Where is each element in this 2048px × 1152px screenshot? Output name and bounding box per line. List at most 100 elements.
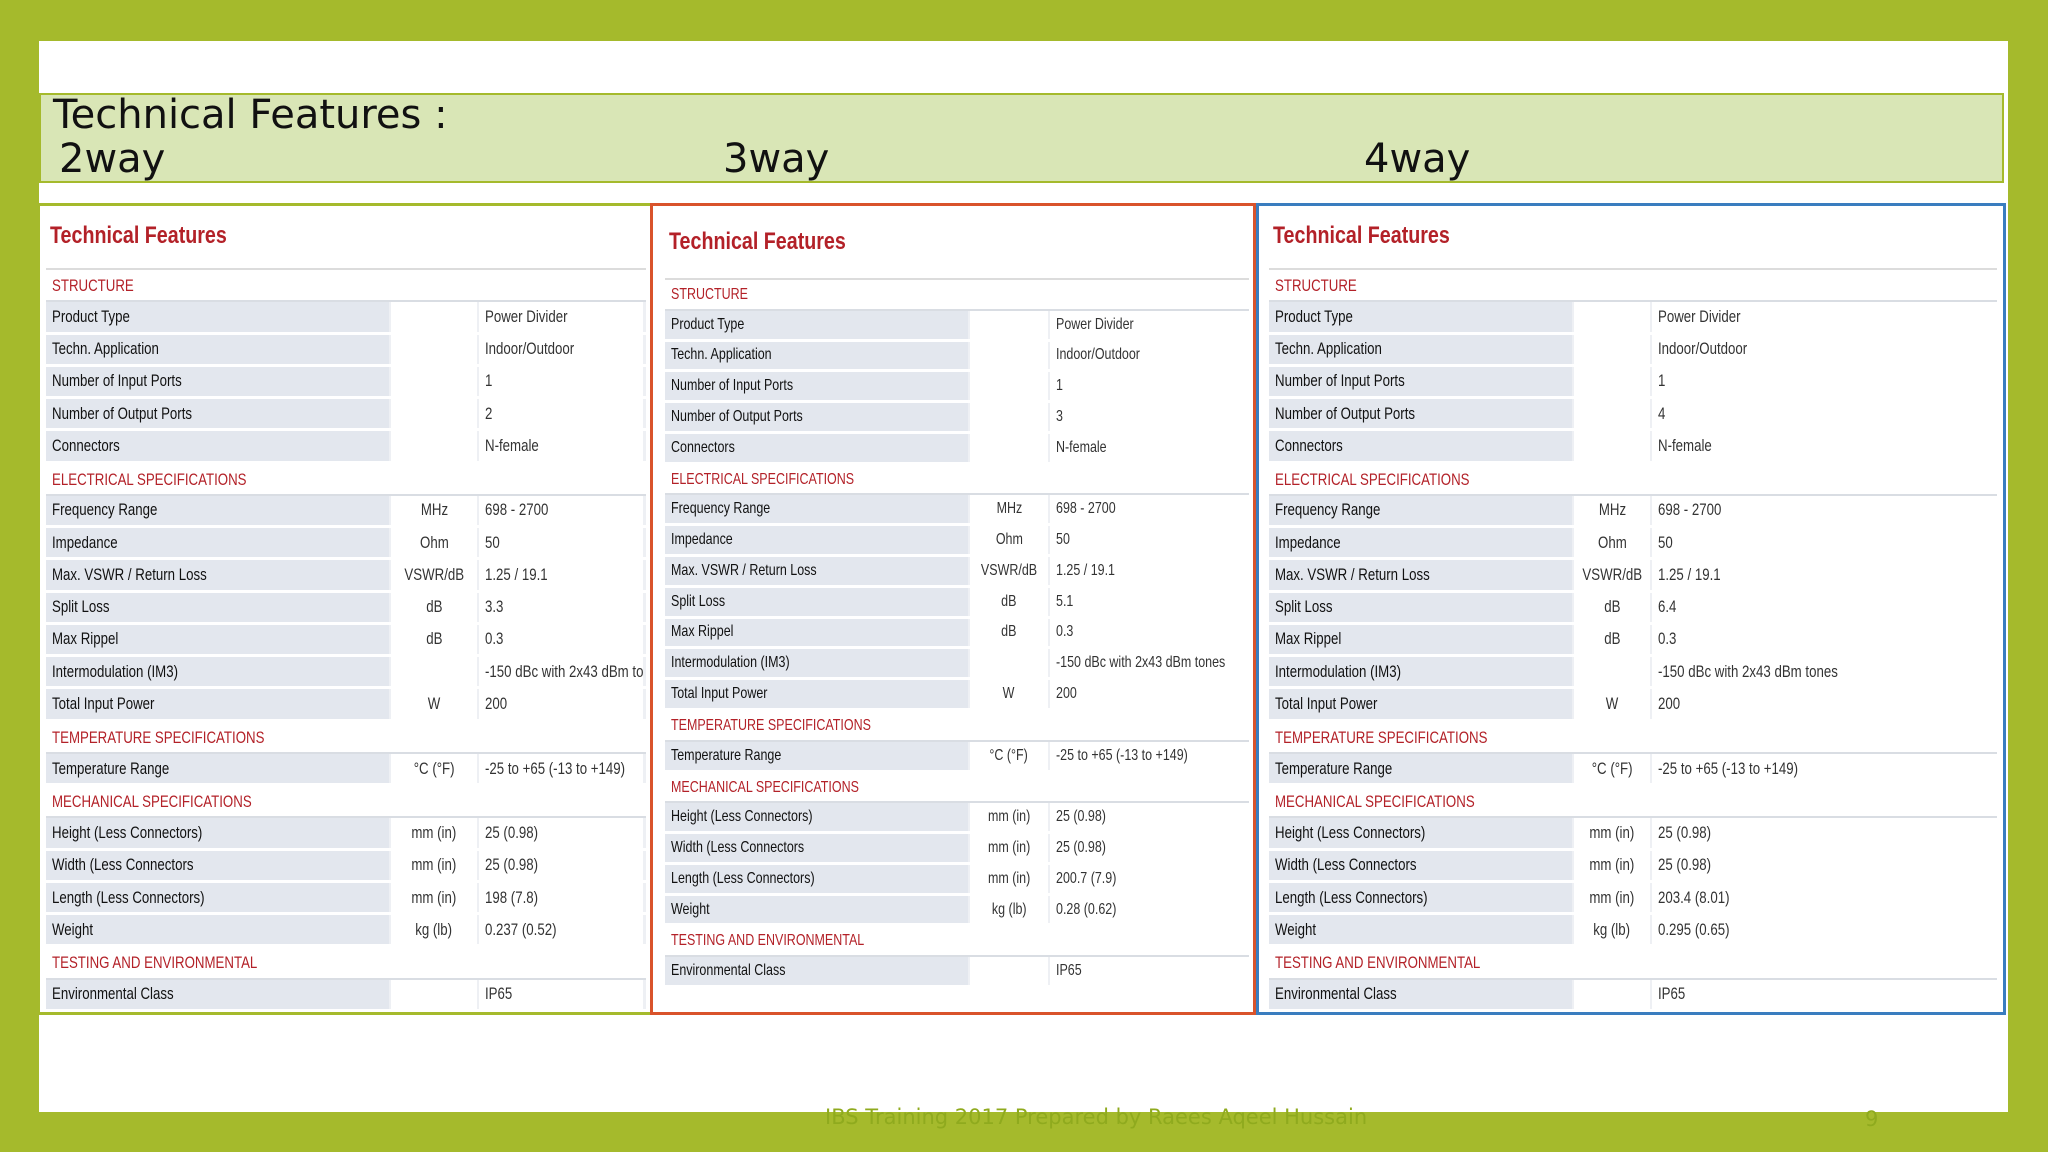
spec-unit: W	[391, 689, 477, 719]
spec-name: Frequency Range	[46, 495, 389, 526]
spec-unit: Ohm	[391, 528, 477, 558]
spec-name: Height (Less Connectors)	[665, 803, 968, 832]
spec-value: N-female	[1652, 431, 1997, 461]
spec-name: Weight	[46, 915, 389, 945]
spec-name: Split Loss	[1269, 592, 1572, 622]
spec-table: Technical Features STRUCTURE Product Type P…	[665, 206, 1249, 1012]
spec-name-text: Max Rippel	[52, 629, 119, 649]
section-header-temperature-specifications: TEMPERATURE SPECIFICATIONS	[46, 721, 646, 754]
spec-name: Connectors	[1269, 431, 1572, 461]
spec-value: 203.4 (8.01)	[1652, 882, 1997, 913]
spec-unit	[391, 334, 477, 364]
spec-value-text: 1.25 / 19.1	[1056, 561, 1115, 579]
spec-unit	[391, 657, 477, 687]
spec-value-text: Power Divider	[1056, 315, 1134, 333]
section-label: STRUCTURE	[671, 286, 748, 303]
spec-name: Frequency Range	[665, 495, 968, 524]
spec-name-text: Product Type	[1275, 306, 1353, 326]
spec-value: 0.3	[1652, 624, 1997, 655]
spec-unit	[1574, 302, 1650, 332]
spec-value-text: 0.295 (0.65)	[1658, 919, 1730, 939]
spec-value-text: 3.3	[485, 597, 504, 617]
spec-unit	[1574, 657, 1650, 687]
spec-row-max-rippel: Max Rippel dB 0.3	[46, 624, 646, 658]
spec-row-number-of-output-ports: Number of Output Ports 3	[665, 403, 1249, 434]
spec-value-text: N-female	[1056, 438, 1107, 456]
spec-name-text: Product Type	[52, 306, 130, 326]
spec-row-max-vswr-return-loss: Max. VSWR / Return Loss VSWR/dB 1.25 / 19.…	[46, 560, 646, 593]
spec-name: Number of Output Ports	[665, 403, 968, 431]
spec-value: 1.25 / 19.1	[479, 560, 643, 590]
footer-text: IBS Training 2017 Prepared by Raees Aqee…	[825, 1105, 1368, 1129]
spec-row-temperature-range: Temperature Range °C (°F) -25 to +65 (-13 …	[46, 753, 646, 787]
spec-name: Max Rippel	[665, 618, 968, 647]
spec-name-text: Frequency Range	[52, 500, 158, 520]
spec-name-text: Techn. Application	[1275, 339, 1382, 359]
spec-value: 3.3	[479, 592, 643, 622]
section-header-structure: STRUCTURE	[46, 270, 646, 303]
section-label: TEMPERATURE SPECIFICATIONS	[671, 716, 871, 734]
spec-name-text: Temperature Range	[52, 758, 170, 778]
spec-name-text: Techn. Application	[52, 339, 159, 359]
spec-row-max-rippel: Max Rippel dB 0.3	[1269, 624, 1997, 658]
spec-name-text: Number of Input Ports	[52, 371, 182, 391]
spec-unit: mm (in)	[391, 818, 477, 848]
spec-unit-text: W	[1605, 694, 1619, 714]
spec-value: 698 - 2700	[1652, 495, 1997, 526]
spec-name: Length (Less Connectors)	[1269, 882, 1572, 913]
spec-unit-text: Ohm	[1597, 532, 1627, 552]
spec-name: Impedance	[665, 526, 968, 555]
spec-unit-text: °C (°F)	[413, 758, 455, 778]
spec-unit-text: Ohm	[419, 532, 449, 552]
spec-value: 698 - 2700	[1050, 495, 1249, 524]
spec-name-text: Total Input Power	[671, 685, 768, 703]
spec-unit-text: MHz	[420, 500, 448, 520]
spec-name-text: Height (Less Connectors)	[52, 823, 203, 843]
spec-value: 50	[1652, 528, 1997, 558]
spec-unit: mm (in)	[1574, 818, 1650, 848]
heading-divider	[665, 278, 1249, 280]
section-label: TEMPERATURE SPECIFICATIONS	[52, 727, 265, 747]
spec-value: N-female	[1050, 433, 1249, 462]
spec-unit	[970, 957, 1048, 985]
section-header-testing-and-environmental: TESTING AND ENVIRONMENTAL	[46, 947, 646, 980]
spec-value: Indoor/Outdoor	[1050, 341, 1249, 370]
spec-row-intermodulation-im3: Intermodulation (IM3) -150 dBc with 2x43 …	[1269, 657, 1997, 690]
column-label-3way: 3way	[723, 136, 830, 182]
spec-row-environmental-class: Environmental Class IP65	[665, 957, 1249, 988]
section-header-temperature-specifications: TEMPERATURE SPECIFICATIONS	[665, 710, 1249, 742]
spec-name: Weight	[1269, 915, 1572, 945]
section-label: ELECTRICAL SPECIFICATIONS	[52, 469, 247, 489]
spec-row-techn-application: Techn. Application Indoor/Outdoor	[46, 334, 646, 367]
spec-value: 200	[1050, 680, 1249, 708]
spec-row-number-of-input-ports: Number of Input Ports 1	[1269, 366, 1997, 400]
spec-unit-text: W	[427, 694, 441, 714]
spec-value: -25 to +65 (-13 to +149)	[479, 753, 643, 784]
spec-value-text: 5.1	[1056, 592, 1074, 610]
spec-row-max-vswr-return-loss: Max. VSWR / Return Loss VSWR/dB 1.25 / 19.…	[665, 557, 1249, 588]
spec-name-text: Max. VSWR / Return Loss	[671, 561, 817, 579]
spec-name: Width (Less Connectors	[665, 834, 968, 862]
panel-heading: Technical Features	[1273, 222, 1450, 249]
column-label-4way: 4way	[1364, 136, 1471, 182]
spec-unit: W	[1574, 689, 1650, 719]
panel-heading: Technical Features	[669, 228, 846, 255]
spec-row-frequency-range: Frequency Range MHz 698 - 2700	[46, 495, 646, 529]
spec-name: Number of Output Ports	[1269, 399, 1572, 429]
spec-name: Impedance	[46, 528, 389, 558]
spec-row-max-rippel: Max Rippel dB 0.3	[665, 618, 1249, 650]
section-header-mechanical-specifications: MECHANICAL SPECIFICATIONS	[46, 786, 646, 819]
spec-name-text: Split Loss	[671, 592, 726, 610]
spec-value-text: 6.4	[1658, 597, 1677, 617]
spec-value: 5.1	[1050, 587, 1249, 616]
spec-name-text: Frequency Range	[1275, 500, 1381, 520]
spec-unit-text: mm (in)	[411, 887, 457, 907]
spec-value-text: 50	[1658, 532, 1673, 552]
spec-name: Product Type	[1269, 302, 1572, 332]
spec-row-weight: Weight kg (lb) 0.237 (0.52)	[46, 915, 646, 948]
spec-row-total-input-power: Total Input Power W 200	[665, 680, 1249, 711]
spec-name: Temperature Range	[665, 741, 968, 770]
spec-name: Temperature Range	[1269, 753, 1572, 784]
section-label: STRUCTURE	[52, 276, 134, 295]
spec-unit-text: dB	[425, 629, 443, 649]
